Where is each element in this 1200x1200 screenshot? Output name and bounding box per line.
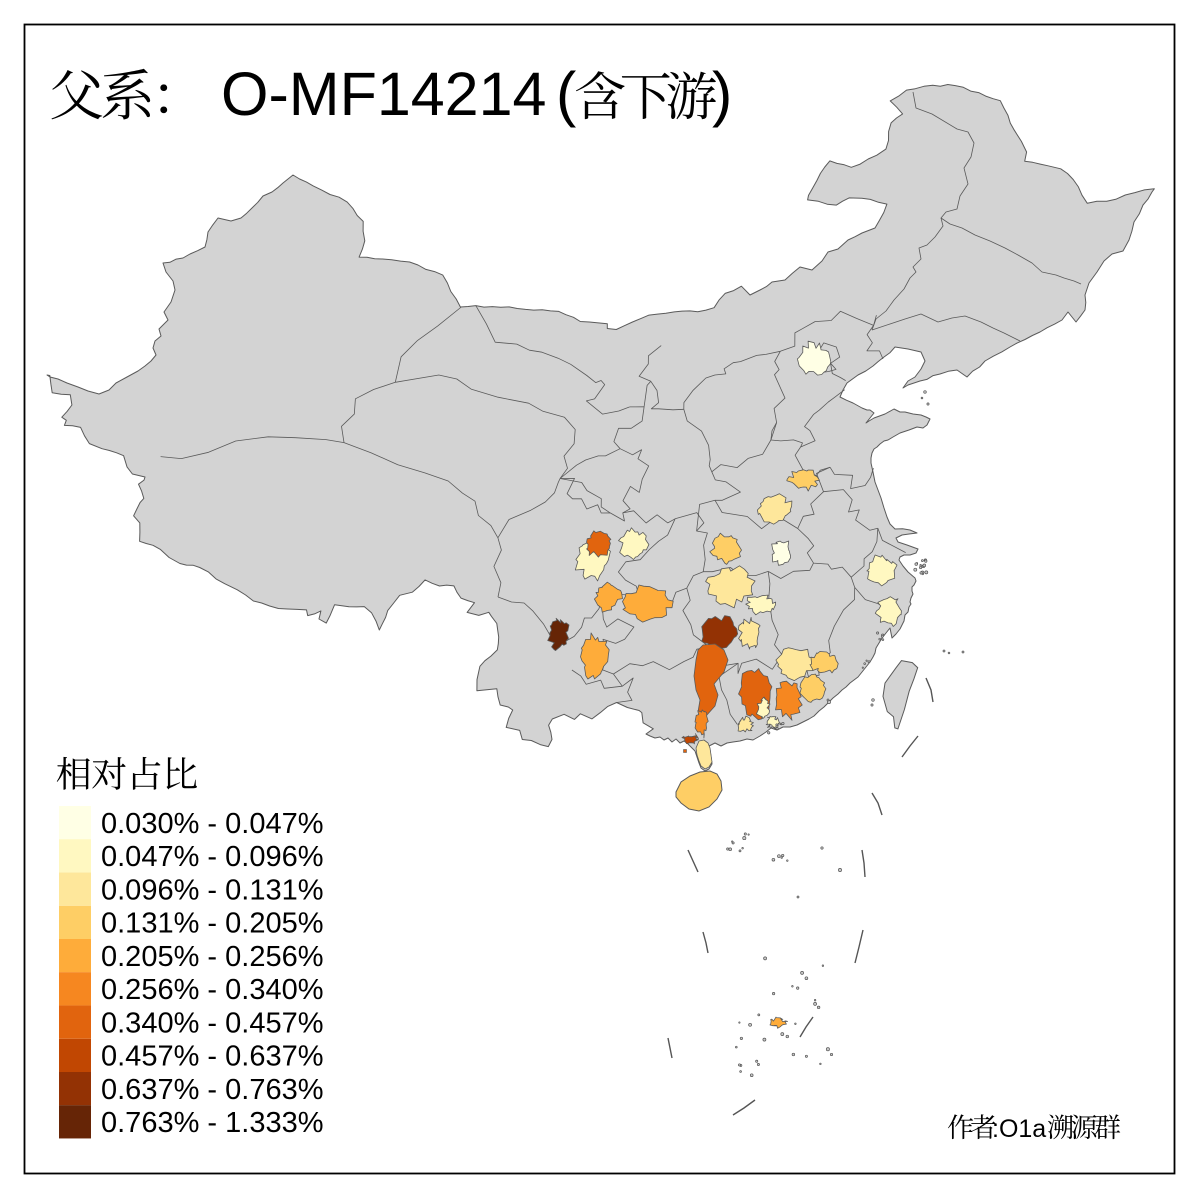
svg-text:0.256% - 0.340%: 0.256% - 0.340% (101, 974, 323, 1006)
svg-text:0.047% - 0.096%: 0.047% - 0.096% (101, 841, 323, 873)
svg-text::O1a: :O1a (992, 1115, 1046, 1143)
svg-text:): ) (712, 60, 732, 128)
svg-text:O-MF14214: O-MF14214 (221, 60, 546, 128)
svg-text:0.637% - 0.763%: 0.637% - 0.763% (101, 1074, 323, 1106)
svg-text:0.763% - 1.333%: 0.763% - 1.333% (101, 1107, 323, 1139)
svg-text:0.030% - 0.047%: 0.030% - 0.047% (101, 808, 323, 840)
svg-text:(: ( (556, 60, 576, 128)
svg-text:0.131% - 0.205%: 0.131% - 0.205% (101, 908, 323, 940)
svg-text:0.340% - 0.457%: 0.340% - 0.457% (101, 1007, 323, 1039)
svg-text:0.457% - 0.637%: 0.457% - 0.637% (101, 1041, 323, 1073)
svg-text:0.096% - 0.131%: 0.096% - 0.131% (101, 874, 323, 906)
svg-text:0.205% - 0.256%: 0.205% - 0.256% (101, 941, 323, 973)
